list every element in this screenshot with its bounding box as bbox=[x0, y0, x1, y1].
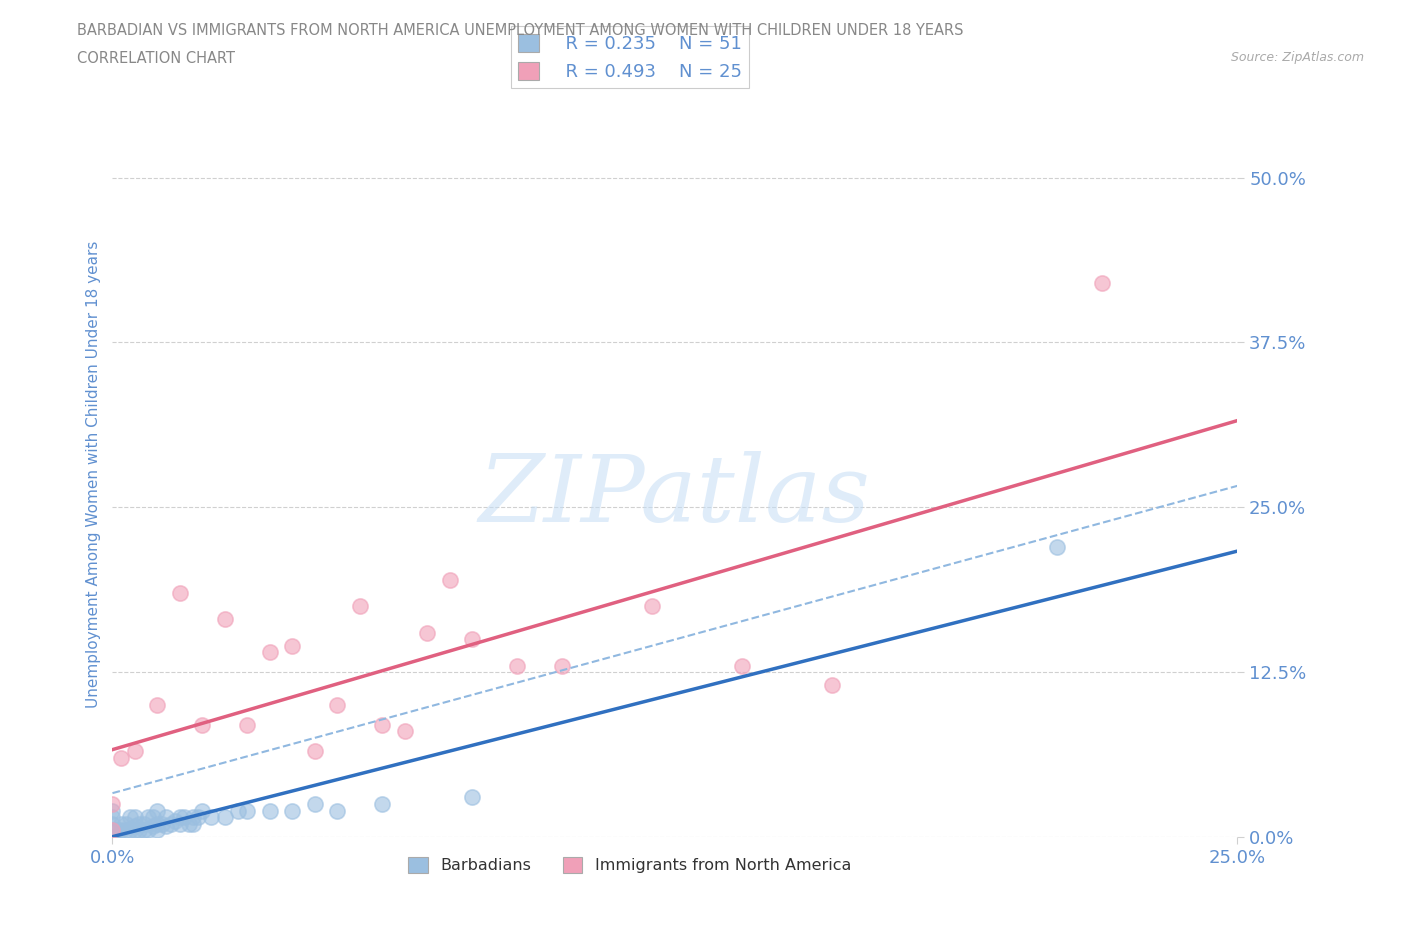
Point bbox=[416, 625, 439, 640]
Point bbox=[191, 717, 214, 732]
Point bbox=[183, 810, 205, 825]
Point bbox=[281, 804, 304, 818]
Point bbox=[173, 810, 195, 825]
Point bbox=[236, 717, 259, 732]
Point bbox=[236, 804, 259, 818]
Point bbox=[146, 698, 169, 712]
Point bbox=[105, 830, 128, 844]
Point bbox=[142, 810, 165, 825]
Text: BARBADIAN VS IMMIGRANTS FROM NORTH AMERICA UNEMPLOYMENT AMONG WOMEN WITH CHILDRE: BARBADIAN VS IMMIGRANTS FROM NORTH AMERI… bbox=[77, 23, 965, 38]
Point bbox=[461, 790, 484, 804]
Point bbox=[821, 678, 844, 693]
Point bbox=[214, 810, 236, 825]
Point bbox=[124, 823, 146, 838]
Point bbox=[101, 797, 124, 812]
Point bbox=[128, 823, 150, 838]
Point bbox=[124, 810, 146, 825]
Point bbox=[165, 814, 187, 829]
Point bbox=[1046, 539, 1069, 554]
Point bbox=[120, 823, 142, 838]
Point bbox=[132, 823, 155, 838]
Point bbox=[281, 638, 304, 653]
Point bbox=[1091, 275, 1114, 290]
Point bbox=[187, 810, 209, 825]
Point bbox=[349, 599, 371, 614]
Point bbox=[142, 819, 165, 834]
Point bbox=[150, 817, 173, 831]
Point bbox=[177, 817, 200, 831]
Point bbox=[101, 830, 124, 844]
Point bbox=[101, 810, 124, 825]
Point bbox=[124, 819, 146, 834]
Point bbox=[259, 644, 281, 659]
Point bbox=[160, 817, 183, 831]
Text: ZIPatlas: ZIPatlas bbox=[479, 451, 870, 541]
Point bbox=[228, 804, 250, 818]
Point bbox=[132, 817, 155, 831]
Point bbox=[115, 823, 138, 838]
Point bbox=[105, 823, 128, 838]
Point bbox=[371, 717, 394, 732]
Y-axis label: Unemployment Among Women with Children Under 18 years: Unemployment Among Women with Children U… bbox=[86, 241, 101, 708]
Point bbox=[128, 817, 150, 831]
Point bbox=[169, 586, 191, 601]
Point bbox=[394, 724, 416, 739]
Point bbox=[326, 698, 349, 712]
Point bbox=[304, 744, 326, 759]
Point bbox=[214, 612, 236, 627]
Point bbox=[110, 817, 132, 831]
Point bbox=[259, 804, 281, 818]
Point bbox=[200, 810, 222, 825]
Point bbox=[110, 751, 132, 765]
Point bbox=[371, 797, 394, 812]
Point bbox=[101, 823, 124, 838]
Text: Source: ZipAtlas.com: Source: ZipAtlas.com bbox=[1230, 51, 1364, 64]
Point bbox=[110, 823, 132, 838]
Point bbox=[506, 658, 529, 673]
Point bbox=[138, 823, 160, 838]
Point bbox=[731, 658, 754, 673]
Point bbox=[138, 810, 160, 825]
Point bbox=[304, 797, 326, 812]
Point bbox=[146, 823, 169, 838]
Point bbox=[120, 810, 142, 825]
Point bbox=[439, 572, 461, 587]
Point bbox=[461, 631, 484, 646]
Point bbox=[183, 817, 205, 831]
Point bbox=[191, 804, 214, 818]
Point bbox=[641, 599, 664, 614]
Legend: Barbadians, Immigrants from North America: Barbadians, Immigrants from North Americ… bbox=[402, 850, 858, 880]
Text: CORRELATION CHART: CORRELATION CHART bbox=[77, 51, 235, 66]
Point bbox=[169, 810, 191, 825]
Point bbox=[551, 658, 574, 673]
Point bbox=[155, 810, 177, 825]
Point bbox=[101, 817, 124, 831]
Point bbox=[169, 817, 191, 831]
Point bbox=[146, 817, 169, 831]
Point bbox=[326, 804, 349, 818]
Point bbox=[146, 804, 169, 818]
Point bbox=[115, 817, 138, 831]
Point bbox=[101, 804, 124, 818]
Point bbox=[155, 819, 177, 834]
Point bbox=[124, 744, 146, 759]
Point bbox=[101, 823, 124, 838]
